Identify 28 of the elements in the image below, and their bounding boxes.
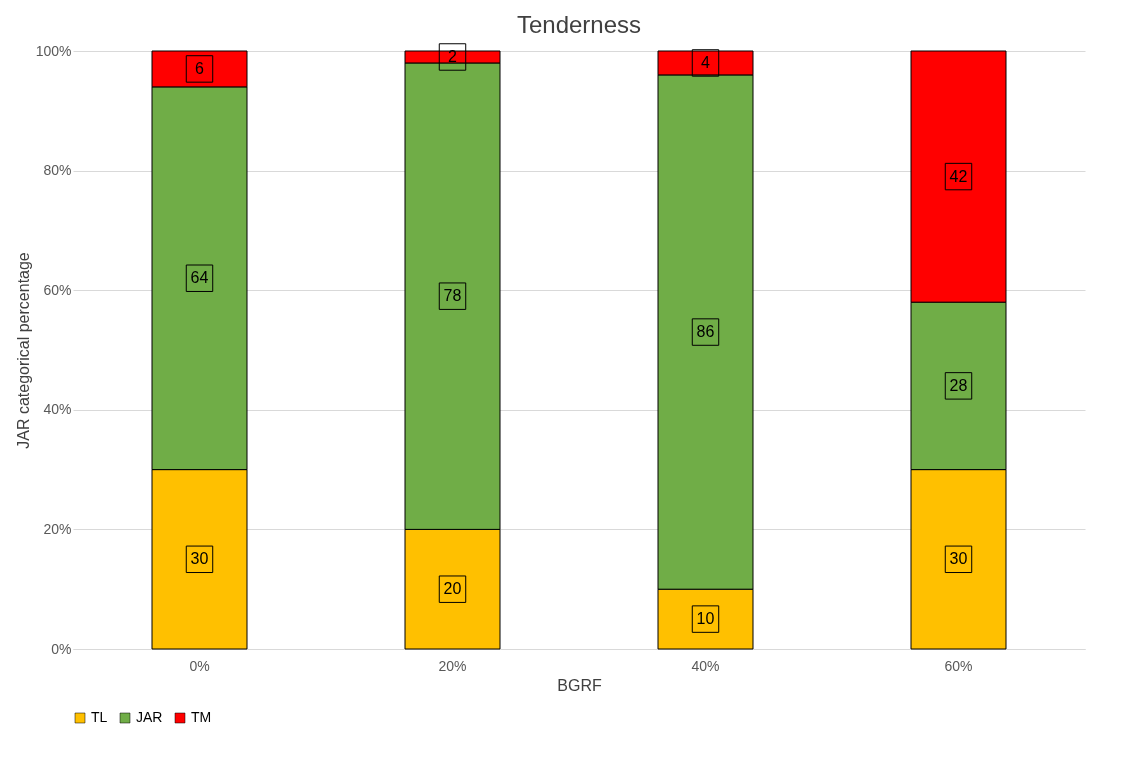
x-tick-label: 40% bbox=[691, 657, 720, 674]
data-label: 28 bbox=[949, 376, 968, 394]
data-label: 4 bbox=[701, 53, 711, 71]
y-tick-label: 20% bbox=[43, 520, 72, 537]
x-tick-label: 0% bbox=[189, 657, 210, 674]
legend-label: TM bbox=[191, 709, 212, 725]
y-axis-title: JAR categorical percentage bbox=[14, 252, 32, 449]
legend-label: JAR bbox=[136, 709, 163, 725]
legend-label: TL bbox=[91, 709, 108, 725]
data-label: 78 bbox=[443, 287, 462, 305]
y-tick-label: 100% bbox=[35, 42, 72, 59]
data-label: 6 bbox=[195, 59, 205, 77]
x-axis-title: BGRF bbox=[557, 676, 602, 694]
data-label: 30 bbox=[190, 550, 209, 568]
x-tick-label: 60% bbox=[944, 657, 973, 674]
data-label: 64 bbox=[190, 269, 209, 287]
chart-title: Tenderness bbox=[516, 10, 642, 38]
y-tick-label: 80% bbox=[43, 162, 72, 179]
y-tick-label: 0% bbox=[51, 640, 72, 657]
data-label: 10 bbox=[696, 610, 715, 628]
data-label: 2 bbox=[448, 47, 458, 65]
data-label: 20 bbox=[443, 580, 462, 598]
y-tick-label: 60% bbox=[43, 281, 72, 298]
x-tick-label: 20% bbox=[438, 657, 467, 674]
data-label: 30 bbox=[949, 550, 968, 568]
y-tick-label: 40% bbox=[43, 401, 72, 418]
data-label: 42 bbox=[949, 167, 968, 185]
data-label: 86 bbox=[696, 323, 715, 341]
